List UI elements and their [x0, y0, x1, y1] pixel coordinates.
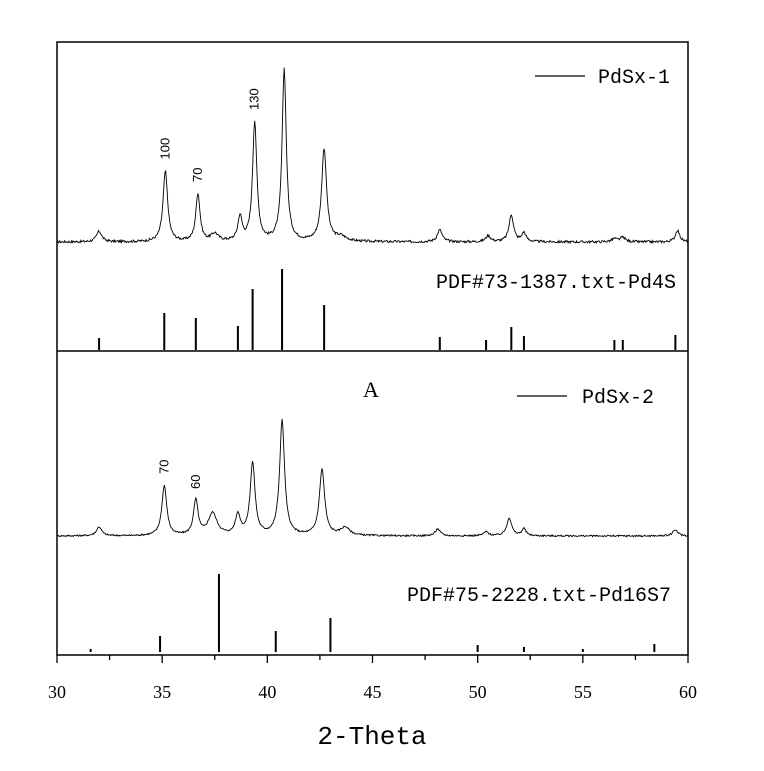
legend-label-pdsx-2: PdSx-2	[582, 387, 654, 410]
peak-annotation-100: 100	[157, 138, 172, 160]
series-line-pdsx-1	[56, 67, 689, 245]
x-tick-label-35: 35	[153, 682, 171, 702]
peak-annotation-60: 60	[188, 475, 203, 489]
legend-label-pdsx-1: PdSx-1	[598, 67, 670, 90]
x-tick-label-40: 40	[258, 682, 276, 702]
reference-label-pd16s7: PDF#75-2228.txt-Pd16S7	[407, 585, 671, 608]
x-tick-label-55: 55	[574, 682, 592, 702]
x-axis-title: 2-Theta	[317, 722, 426, 752]
panel-letter: A	[363, 377, 379, 402]
x-tick-label-30: 30	[48, 682, 66, 702]
peak-annotation-70: 70	[156, 460, 171, 474]
x-tick-label-50: 50	[469, 682, 487, 702]
peak-annotation-130: 130	[247, 88, 262, 110]
series-line-pdsx-2	[56, 418, 689, 538]
x-tick-label-60: 60	[679, 682, 697, 702]
peak-annotation-70: 70	[190, 168, 205, 182]
reference-label-pd4s: PDF#73-1387.txt-Pd4S	[436, 272, 676, 295]
x-tick-label-45: 45	[364, 682, 382, 702]
